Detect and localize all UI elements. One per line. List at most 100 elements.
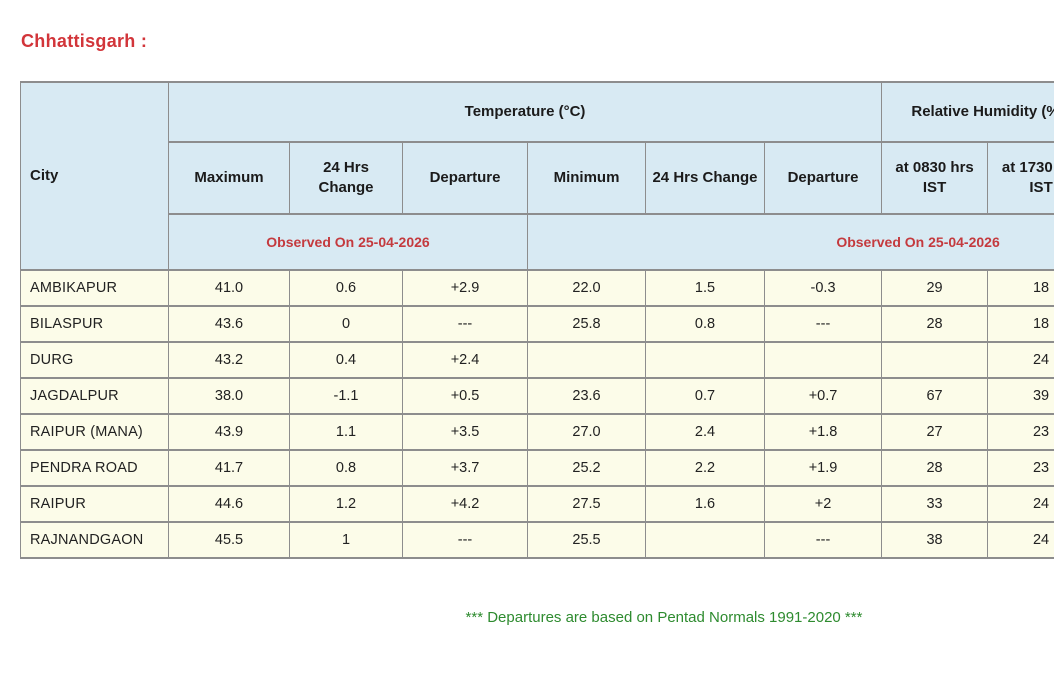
- table-row: BILASPUR 43.6 0 --- 25.8 0.8 --- 28 18: [20, 305, 1054, 343]
- cell-min-departure: +2: [763, 485, 883, 523]
- table-row: RAJNANDGAON 45.5 1 --- 25.5 --- 38 24: [20, 521, 1054, 559]
- header-maximum: Maximum: [168, 141, 290, 215]
- cell-rh-1730: 39: [987, 377, 1054, 415]
- cell-max-change: 0.6: [289, 269, 403, 307]
- cell-rh-1730: 18: [987, 305, 1054, 343]
- cell-max-departure: +0.5: [402, 377, 528, 415]
- header-departure-min: Departure: [763, 141, 883, 215]
- cell-min-change: 0.7: [645, 377, 765, 415]
- cell-max-departure: ---: [402, 305, 528, 343]
- cell-min-change: 0.8: [645, 305, 765, 343]
- cell-min-change: 1.5: [645, 269, 765, 307]
- cell-city: AMBIKAPUR: [20, 269, 169, 307]
- table-row: DURG 43.2 0.4 +2.4 24: [20, 341, 1054, 379]
- cell-min-change: 2.2: [645, 449, 765, 487]
- cell-max-departure: ---: [402, 521, 528, 559]
- cell-rh-1730: 18: [987, 269, 1054, 307]
- table-row: PENDRA ROAD 41.7 0.8 +3.7 25.2 2.2 +1.9 …: [20, 449, 1054, 487]
- cell-max: 43.9: [168, 413, 290, 451]
- observed-date-row: Observed On 25-04-2026 Observed On 25-04…: [21, 213, 1054, 271]
- cell-min: 25.5: [527, 521, 646, 559]
- header-minimum: Minimum: [527, 141, 646, 215]
- cell-city: PENDRA ROAD: [20, 449, 169, 487]
- cell-max-change: 1.1: [289, 413, 403, 451]
- cell-max-departure: +2.4: [402, 341, 528, 379]
- cell-min-departure: +0.7: [763, 377, 883, 415]
- cell-rh-1730: 24: [987, 521, 1054, 559]
- header-departure-max: Departure: [402, 141, 528, 215]
- cell-max: 43.2: [168, 341, 290, 379]
- cell-min-departure: [763, 341, 883, 379]
- cell-max-change: 0.8: [289, 449, 403, 487]
- cell-min-change: 1.6: [645, 485, 765, 523]
- header-24hrs-change-max: 24 Hrs Change: [289, 141, 403, 215]
- header-city: City: [20, 81, 169, 271]
- cell-max-change: -1.1: [289, 377, 403, 415]
- observed-date-max: Observed On 25-04-2026: [168, 213, 528, 271]
- header-rh-0830: at 0830 hrs IST: [881, 141, 989, 215]
- cell-rh-0830: 33: [881, 485, 989, 523]
- cell-max-departure: +2.9: [402, 269, 528, 307]
- cell-max-change: 0.4: [289, 341, 403, 379]
- table-viewport: City Temperature (°C) Relative Humidity …: [0, 81, 1054, 559]
- cell-max-change: 1: [289, 521, 403, 559]
- cell-rh-0830: 67: [881, 377, 989, 415]
- cell-min-departure: ---: [763, 305, 883, 343]
- cell-rh-0830: 27: [881, 413, 989, 451]
- cell-max: 38.0: [168, 377, 290, 415]
- cell-min-departure: +1.9: [763, 449, 883, 487]
- header-humidity-group: Relative Humidity (%): [881, 81, 1054, 143]
- weather-table: City Temperature (°C) Relative Humidity …: [20, 81, 1054, 559]
- cell-max-change: 1.2: [289, 485, 403, 523]
- table-row: RAIPUR 44.6 1.2 +4.2 27.5 1.6 +2 33 24: [20, 485, 1054, 523]
- cell-max: 41.0: [168, 269, 290, 307]
- header-group-row: City Temperature (°C) Relative Humidity …: [20, 81, 1054, 271]
- cell-rh-0830: [881, 341, 989, 379]
- cell-min-change: [645, 341, 765, 379]
- cell-max-departure: +3.7: [402, 449, 528, 487]
- cell-max: 41.7: [168, 449, 290, 487]
- cell-min-change: [645, 521, 765, 559]
- cell-min: [527, 341, 646, 379]
- cell-rh-1730: 23: [987, 413, 1054, 451]
- cell-min: 27.0: [527, 413, 646, 451]
- cell-city: BILASPUR: [20, 305, 169, 343]
- cell-max-change: 0: [289, 305, 403, 343]
- state-title: Chhattisgarh :: [21, 31, 148, 51]
- departures-note: *** Departures are based on Pentad Norma…: [465, 609, 863, 626]
- header-temperature-group: Temperature (°C): [167, 81, 883, 143]
- table-row: JAGDALPUR 38.0 -1.1 +0.5 23.6 0.7 +0.7 6…: [20, 377, 1054, 415]
- cell-rh-0830: 28: [881, 449, 989, 487]
- cell-rh-1730: 23: [987, 449, 1054, 487]
- cell-min: 25.2: [527, 449, 646, 487]
- table-row: RAIPUR (MANA) 43.9 1.1 +3.5 27.0 2.4 +1.…: [20, 413, 1054, 451]
- cell-city: RAJNANDGAON: [20, 521, 169, 559]
- cell-min: 23.6: [527, 377, 646, 415]
- table-row: AMBIKAPUR 41.0 0.6 +2.9 22.0 1.5 -0.3 29…: [20, 269, 1054, 307]
- cell-min-change: 2.4: [645, 413, 765, 451]
- cell-max: 43.6: [168, 305, 290, 343]
- cell-min: 25.8: [527, 305, 646, 343]
- cell-rh-1730: 24: [987, 485, 1054, 523]
- cell-city: DURG: [20, 341, 169, 379]
- cell-rh-0830: 28: [881, 305, 989, 343]
- cell-city: JAGDALPUR: [20, 377, 169, 415]
- header-column-row: Maximum 24 Hrs Change Departure Minimum …: [21, 141, 1054, 215]
- cell-city: RAIPUR: [20, 485, 169, 523]
- cell-rh-0830: 38: [881, 521, 989, 559]
- header-rh-1730: at 1730 hrs IST: [987, 141, 1054, 215]
- cell-rh-0830: 29: [881, 269, 989, 307]
- cell-min-departure: -0.3: [763, 269, 883, 307]
- cell-min-departure: ---: [763, 521, 883, 559]
- cell-max: 44.6: [168, 485, 290, 523]
- cell-max-departure: +4.2: [402, 485, 528, 523]
- cell-max: 45.5: [168, 521, 290, 559]
- cell-min: 27.5: [527, 485, 646, 523]
- cell-min-departure: +1.8: [763, 413, 883, 451]
- cell-rh-1730: 24: [987, 341, 1054, 379]
- cell-min: 22.0: [527, 269, 646, 307]
- observed-date-min: Observed On 25-04-2026: [526, 213, 1054, 271]
- cell-max-departure: +3.5: [402, 413, 528, 451]
- cell-city: RAIPUR (MANA): [20, 413, 169, 451]
